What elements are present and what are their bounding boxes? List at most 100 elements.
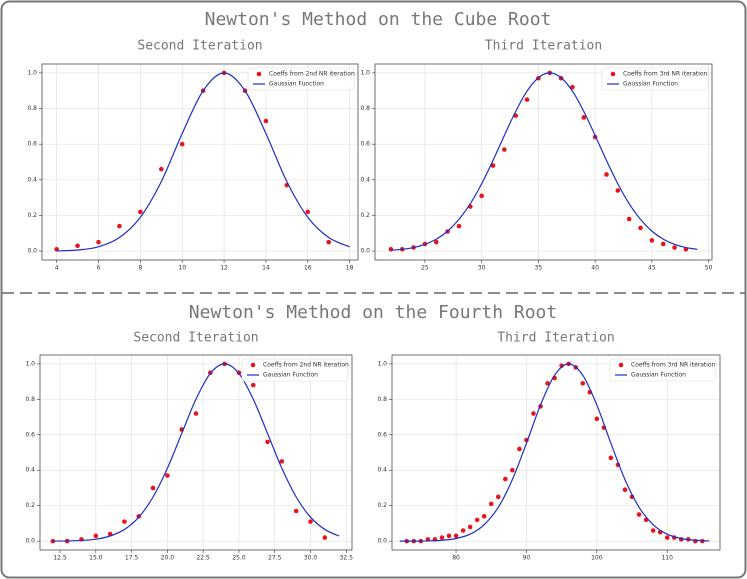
point xyxy=(439,535,445,540)
x-tick-label: 100 xyxy=(591,555,603,562)
point xyxy=(150,485,156,491)
point xyxy=(524,97,530,102)
subplot-title: Second Iteration xyxy=(133,331,258,346)
point xyxy=(165,473,170,478)
point xyxy=(664,535,670,540)
y-tick-label: 0.6 xyxy=(27,141,37,148)
point xyxy=(649,238,655,243)
y-tick-label: 0.8 xyxy=(360,105,370,112)
point xyxy=(495,494,501,500)
y-tick-label: 0.8 xyxy=(377,396,387,403)
y-tick-label: 1.0 xyxy=(25,360,35,367)
x-tick-label: 80 xyxy=(452,555,460,562)
point xyxy=(503,476,508,482)
legend-label: Gaussian Function xyxy=(263,372,318,379)
x-tick-label: 6 xyxy=(97,265,101,272)
y-tick-label: 0.6 xyxy=(25,431,35,438)
legend-label: Gaussian Function xyxy=(623,81,678,88)
x-tick-label: 22.5 xyxy=(196,555,210,562)
point xyxy=(456,223,462,229)
point xyxy=(305,209,311,215)
point xyxy=(479,193,484,199)
y-tick-label: 0.4 xyxy=(360,176,370,183)
gaussian-line xyxy=(52,363,340,542)
x-tick-label: 110 xyxy=(661,555,673,562)
point xyxy=(322,535,328,540)
point xyxy=(580,381,586,386)
point xyxy=(263,118,269,124)
x-tick-label: 25 xyxy=(421,265,429,272)
x-tick-label: 4 xyxy=(55,265,59,272)
point xyxy=(650,528,656,533)
point xyxy=(481,514,487,519)
point xyxy=(608,455,614,461)
gaussian-line xyxy=(390,72,698,251)
x-tick-label: 30.0 xyxy=(304,555,318,562)
point xyxy=(446,533,452,539)
point xyxy=(433,239,439,245)
point xyxy=(75,243,80,249)
plot-area xyxy=(391,354,721,551)
point xyxy=(604,172,609,177)
legend-swatch xyxy=(610,71,616,77)
x-tick-label: 20.0 xyxy=(161,555,175,562)
point xyxy=(293,508,299,514)
point xyxy=(158,166,164,172)
x-tick-label: 18 xyxy=(346,265,354,272)
x-tick-label: 90 xyxy=(523,555,531,562)
gaussian-line xyxy=(56,72,350,252)
point xyxy=(594,416,600,422)
x-tick-label: 12.5 xyxy=(53,555,67,562)
point xyxy=(388,247,394,252)
point xyxy=(488,501,494,507)
subplot-title: Second Iteration xyxy=(137,39,262,54)
x-tick-label: 17.5 xyxy=(125,555,139,562)
y-tick-label: 0.0 xyxy=(27,248,37,255)
point xyxy=(138,209,143,215)
legend-box xyxy=(609,358,717,382)
x-tick-label: 30 xyxy=(478,265,486,272)
heading: Newton's Method on the Fourth Root xyxy=(189,302,557,323)
point xyxy=(510,467,515,473)
x-tick-label: 10 xyxy=(178,265,186,272)
y-tick-label: 0.2 xyxy=(377,502,387,509)
y-tick-label: 1.0 xyxy=(27,69,37,76)
y-tick-label: 0.6 xyxy=(377,431,387,438)
y-tick-label: 0.6 xyxy=(360,141,370,148)
point xyxy=(638,225,643,231)
x-tick-label: 27.5 xyxy=(268,555,282,562)
x-tick-label: 12 xyxy=(220,265,228,272)
y-tick-label: 0.4 xyxy=(25,467,35,474)
y-tick-label: 0.4 xyxy=(27,176,37,183)
point xyxy=(531,411,536,416)
x-tick-label: 8 xyxy=(138,265,142,272)
point xyxy=(672,245,677,250)
point xyxy=(117,223,122,229)
x-tick-label: 25.0 xyxy=(232,555,246,562)
point xyxy=(467,524,473,530)
gaussian-line xyxy=(399,363,710,542)
point xyxy=(660,241,666,247)
y-tick-label: 0.8 xyxy=(27,105,37,112)
y-tick-label: 0.0 xyxy=(377,538,387,545)
y-tick-label: 0.2 xyxy=(360,212,370,219)
legend-swatch xyxy=(256,71,262,77)
legend-label: Coeffs from 2nd NR iteration xyxy=(263,362,349,369)
point xyxy=(517,446,522,452)
plot-area xyxy=(374,63,713,261)
x-tick-label: 14 xyxy=(262,265,270,272)
subplot-title: Third Iteration xyxy=(497,331,614,346)
point xyxy=(460,528,466,533)
point xyxy=(326,239,332,245)
point xyxy=(279,459,285,464)
point xyxy=(636,512,642,517)
y-tick-label: 0.0 xyxy=(25,538,35,545)
y-tick-label: 0.0 xyxy=(360,248,370,255)
x-tick-label: 50 xyxy=(705,265,713,272)
legend-box xyxy=(601,67,709,91)
subplot-title: Third Iteration xyxy=(485,39,602,54)
x-tick-label: 40 xyxy=(591,265,599,272)
point xyxy=(122,519,127,524)
legend-box xyxy=(247,67,355,91)
